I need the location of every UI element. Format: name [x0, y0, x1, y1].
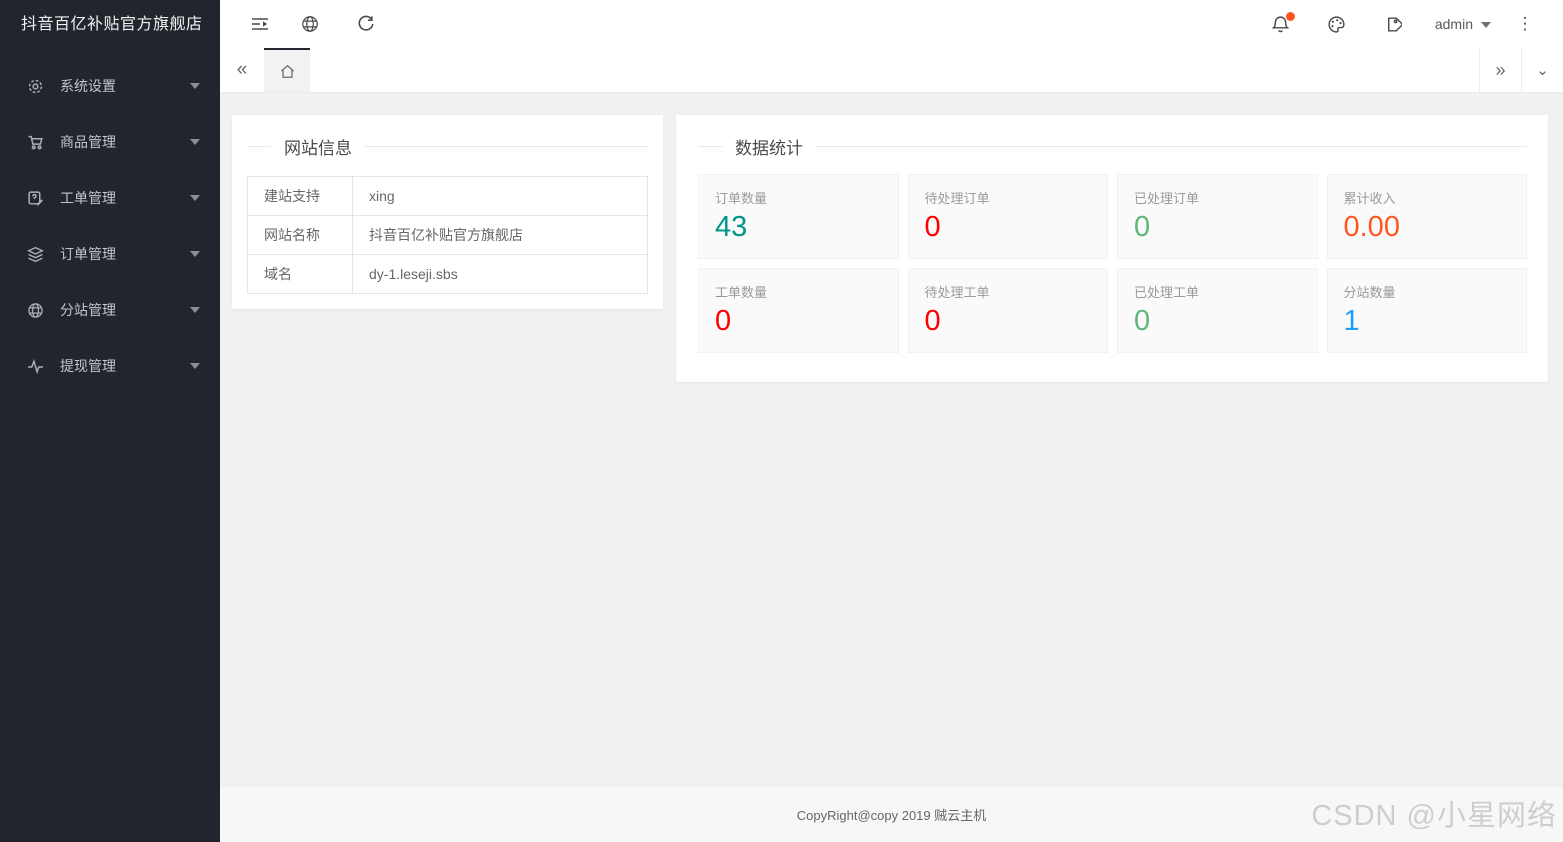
sidebar-item-withdrawal-management[interactable]: 提现管理 — [0, 338, 220, 394]
stat-card-worksheet-count: 工单数量 0 — [698, 268, 899, 353]
home-icon — [280, 64, 294, 78]
stat-card-substation-count: 分站数量 1 — [1326, 268, 1527, 353]
sidebar-item-system-settings[interactable]: 系统设置 — [0, 58, 220, 114]
stat-label: 累计收入 — [1343, 191, 1396, 206]
stat-cards-grid: 订单数量 43 待处理订单 0 已处理订单 0 累计收入 0.00 工单数量 — [698, 174, 1527, 353]
stat-value: 0 — [924, 211, 941, 243]
divider — [247, 145, 271, 147]
cart-icon — [26, 133, 44, 151]
sidebar-item-label: 提现管理 — [60, 358, 116, 374]
stat-card-pending-worksheets: 待处理工单 0 — [907, 268, 1108, 353]
caret-down-icon — [190, 363, 200, 369]
stat-card-order-count: 订单数量 43 — [698, 174, 899, 259]
caret-down-icon — [190, 83, 200, 89]
table-row: 建站支持 xing — [247, 176, 648, 216]
theme-palette-icon[interactable] — [1309, 0, 1365, 48]
more-menu-icon[interactable]: ⋮ — [1516, 14, 1534, 33]
tag-icon[interactable] — [1365, 0, 1421, 48]
sidebar: 抖音百亿补贴官方旗舰店 系统设置 商品管理 — [0, 0, 220, 842]
table-row: 网站名称 抖音百亿补贴官方旗舰店 — [247, 215, 648, 255]
statistics-panel: 数据统计 订单数量 43 待处理订单 0 已处理订单 0 累计收入 — [676, 115, 1548, 382]
stat-value: 0 — [1134, 305, 1151, 337]
stat-label: 订单数量 — [715, 191, 768, 206]
tabs-scroll-left-button[interactable]: « — [236, 59, 248, 80]
stat-value: 0.00 — [1343, 211, 1400, 243]
site-info-table: 建站支持 xing 网站名称 抖音百亿补贴官方旗舰店 域名 dy-1.lesej… — [247, 176, 648, 294]
worksheet-icon — [26, 189, 44, 207]
stat-card-total-income: 累计收入 0.00 — [1326, 174, 1527, 259]
stat-value: 0 — [715, 305, 732, 337]
sidebar-menu: 系统设置 商品管理 工单管理 — [0, 50, 220, 394]
sidebar-item-label: 订单管理 — [60, 246, 116, 262]
sidebar-item-label: 分站管理 — [60, 302, 116, 318]
site-info-panel: 网站信息 建站支持 xing 网站名称 抖音百亿补贴官方旗舰店 域名 dy-1.… — [232, 115, 663, 309]
divider — [365, 145, 648, 147]
sidebar-item-worksheet-management[interactable]: 工单管理 — [0, 170, 220, 226]
content-area: 网站信息 建站支持 xing 网站名称 抖音百亿补贴官方旗舰店 域名 dy-1.… — [220, 93, 1563, 787]
main-area: admin ⋮ « » ⌄ 网站信息 — [220, 0, 1563, 842]
table-row: 域名 dy-1.leseji.sbs — [247, 254, 648, 294]
sidebar-item-product-management[interactable]: 商品管理 — [0, 114, 220, 170]
stat-value: 0 — [924, 305, 941, 337]
site-info-header: 网站信息 — [247, 130, 648, 162]
caret-down-icon — [190, 251, 200, 257]
info-value: 抖音百亿补贴官方旗舰店 — [352, 215, 648, 255]
tabs-collapse-button[interactable]: ⌄ — [1521, 48, 1563, 92]
info-value: xing — [352, 176, 648, 216]
caret-down-icon — [190, 139, 200, 145]
site-info-title: 网站信息 — [284, 138, 352, 158]
stat-card-processed-worksheets: 已处理工单 0 — [1117, 268, 1318, 353]
refresh-icon[interactable] — [338, 0, 394, 48]
site-globe-icon[interactable] — [282, 0, 338, 48]
tab-strip-empty — [310, 48, 1479, 92]
app-title: 抖音百亿补贴官方旗舰店 — [0, 0, 220, 50]
stat-label: 已处理订单 — [1134, 191, 1200, 206]
stat-value: 1 — [1343, 305, 1360, 337]
caret-down-icon — [1481, 22, 1491, 28]
copyright-text: CopyRight@copy 2019 贼云主机 — [796, 808, 987, 823]
statistics-title: 数据统计 — [735, 138, 803, 158]
top-header: admin ⋮ — [220, 0, 1563, 48]
user-menu[interactable]: admin — [1421, 0, 1505, 48]
tab-home[interactable] — [264, 48, 310, 92]
stat-label: 已处理工单 — [1134, 285, 1200, 300]
stat-label: 待处理订单 — [924, 191, 990, 206]
divider — [816, 145, 1527, 147]
info-value: dy-1.leseji.sbs — [352, 254, 648, 294]
divider — [698, 145, 722, 147]
sidebar-item-label: 商品管理 — [60, 134, 116, 150]
stat-label: 待处理工单 — [924, 285, 990, 300]
stat-card-pending-orders: 待处理订单 0 — [907, 174, 1108, 259]
layers-icon — [26, 245, 44, 263]
page-footer: CopyRight@copy 2019 贼云主机 — [220, 787, 1563, 842]
stat-value: 43 — [715, 211, 748, 243]
globe-icon — [26, 301, 44, 319]
info-label: 建站支持 — [247, 176, 353, 216]
caret-down-icon — [190, 195, 200, 201]
pulse-icon — [26, 357, 44, 375]
sidebar-item-order-management[interactable]: 订单管理 — [0, 226, 220, 282]
statistics-header: 数据统计 — [698, 130, 1527, 162]
header-right-group: admin ⋮ — [1253, 0, 1545, 48]
gear-icon — [26, 77, 44, 95]
info-label: 域名 — [247, 254, 353, 294]
username: admin — [1434, 16, 1473, 32]
stat-label: 分站数量 — [1343, 285, 1396, 300]
sidebar-item-label: 工单管理 — [60, 190, 116, 206]
tabs-scroll-right-button[interactable]: » — [1479, 48, 1521, 92]
stat-value: 0 — [1134, 211, 1151, 243]
stat-label: 工单数量 — [715, 285, 768, 300]
caret-down-icon — [190, 307, 200, 313]
collapse-menu-icon[interactable] — [238, 0, 282, 48]
info-label: 网站名称 — [247, 215, 353, 255]
notification-dot — [1285, 12, 1295, 21]
tab-bar: « » ⌄ — [220, 48, 1563, 93]
stat-card-processed-orders: 已处理订单 0 — [1117, 174, 1318, 259]
sidebar-item-label: 系统设置 — [60, 78, 116, 94]
bell-icon[interactable] — [1253, 0, 1309, 48]
sidebar-item-substation-management[interactable]: 分站管理 — [0, 282, 220, 338]
